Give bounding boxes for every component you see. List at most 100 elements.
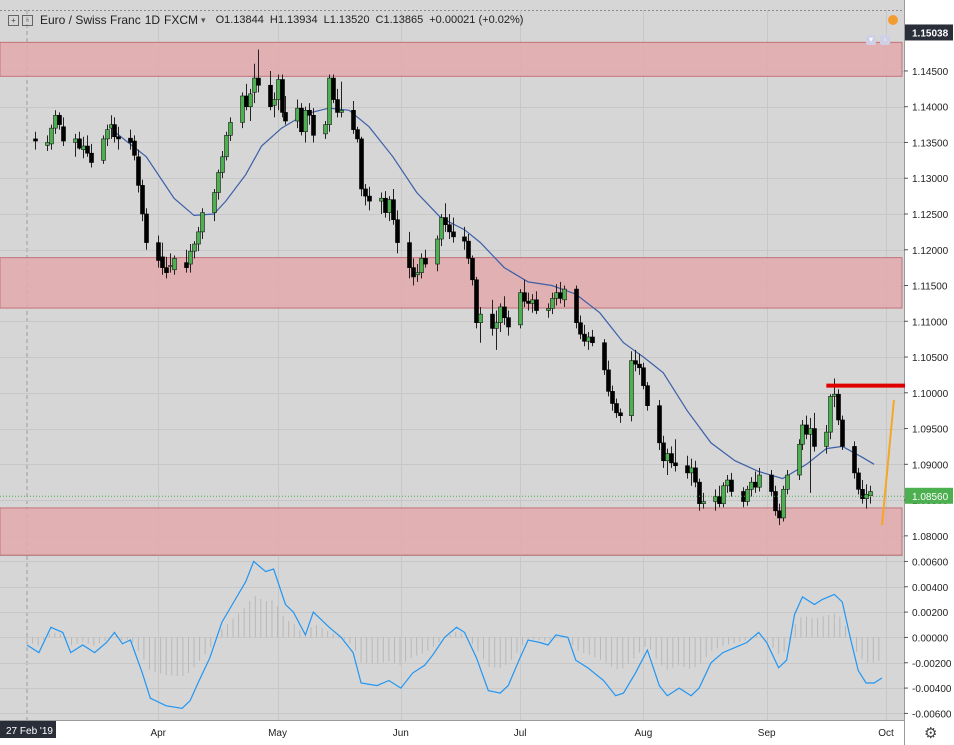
candle[interactable]: [614, 398, 619, 418]
candle[interactable]: [248, 88, 253, 122]
trend-line[interactable]: [881, 399, 895, 526]
candle[interactable]: [200, 208, 205, 240]
candle[interactable]: [164, 256, 169, 279]
candle[interactable]: [395, 210, 400, 254]
candle[interactable]: [192, 241, 197, 259]
candle[interactable]: [188, 244, 193, 273]
candle[interactable]: [661, 435, 666, 468]
candle[interactable]: [474, 276, 479, 329]
candle[interactable]: [144, 208, 149, 250]
gear-icon[interactable]: ⚙: [924, 725, 938, 742]
candle[interactable]: [331, 74, 336, 104]
candle[interactable]: [184, 249, 189, 273]
candle[interactable]: [224, 131, 229, 161]
layout-icon[interactable]: ▫: [22, 14, 33, 26]
candle[interactable]: [363, 183, 368, 206]
candle[interactable]: [435, 235, 440, 272]
price-zone[interactable]: [0, 507, 903, 556]
candle[interactable]: [240, 92, 245, 129]
candle[interactable]: [307, 103, 312, 125]
candle[interactable]: [824, 424, 829, 454]
candle[interactable]: [212, 188, 217, 222]
candle[interactable]: [303, 106, 308, 143]
candle[interactable]: [602, 339, 607, 375]
candle[interactable]: [85, 135, 90, 157]
candle[interactable]: [701, 492, 706, 509]
candle[interactable]: [443, 203, 448, 232]
expand-icon[interactable]: +: [8, 14, 19, 26]
candle[interactable]: [494, 310, 499, 350]
candle[interactable]: [447, 213, 452, 240]
candle[interactable]: [506, 310, 511, 336]
candle[interactable]: [101, 135, 106, 164]
candle[interactable]: [606, 360, 611, 397]
candle[interactable]: [439, 213, 444, 247]
candle[interactable]: [77, 131, 82, 150]
candle[interactable]: [335, 88, 340, 118]
candle[interactable]: [311, 108, 316, 143]
candle[interactable]: [462, 226, 467, 250]
candle[interactable]: [228, 117, 233, 142]
candle[interactable]: [160, 242, 165, 275]
candle[interactable]: [299, 103, 304, 136]
candle[interactable]: [128, 129, 133, 150]
candle[interactable]: [470, 255, 475, 286]
candle[interactable]: [562, 285, 567, 307]
candle[interactable]: [116, 126, 121, 150]
candle[interactable]: [132, 135, 137, 161]
candle[interactable]: [785, 470, 790, 495]
candle[interactable]: [256, 49, 261, 93]
candle[interactable]: [502, 296, 507, 325]
candle[interactable]: [797, 439, 802, 481]
candle[interactable]: [351, 100, 356, 134]
candle[interactable]: [280, 74, 285, 118]
candle[interactable]: [61, 117, 66, 147]
candle[interactable]: [590, 329, 595, 347]
candle[interactable]: [546, 303, 551, 318]
candle[interactable]: [367, 186, 372, 211]
candle[interactable]: [769, 470, 774, 497]
candle[interactable]: [852, 441, 857, 479]
chevron-down-icon[interactable]: ▾: [201, 14, 206, 25]
candle[interactable]: [415, 264, 420, 282]
candle[interactable]: [578, 315, 583, 340]
candle[interactable]: [534, 291, 539, 315]
candle[interactable]: [327, 74, 332, 132]
price-zone[interactable]: [0, 257, 903, 309]
candle[interactable]: [268, 70, 273, 111]
candle[interactable]: [216, 169, 221, 200]
candle[interactable]: [49, 124, 54, 150]
candle[interactable]: [637, 353, 642, 375]
moving-average-line[interactable]: [114, 107, 875, 480]
candle[interactable]: [156, 235, 161, 268]
oscillator-line[interactable]: [26, 560, 883, 709]
candle[interactable]: [840, 415, 845, 451]
candle[interactable]: [339, 81, 344, 118]
candle[interactable]: [419, 253, 424, 279]
candle[interactable]: [836, 389, 841, 425]
candle[interactable]: [272, 92, 277, 118]
candle[interactable]: [411, 258, 416, 286]
candle[interactable]: [323, 121, 328, 139]
candle[interactable]: [490, 299, 495, 336]
candle[interactable]: [33, 131, 38, 150]
candle[interactable]: [673, 439, 678, 472]
settings-icon[interactable]: ◦: [880, 35, 890, 45]
candle[interactable]: [196, 226, 201, 252]
candle[interactable]: [407, 231, 412, 279]
candle[interactable]: [518, 289, 523, 329]
candle[interactable]: [633, 349, 638, 372]
candle[interactable]: [757, 467, 762, 492]
candle[interactable]: [550, 292, 555, 315]
price-axis[interactable]: 1.14500 1.14000 1.13500 1.13000 1.12500 1.120…: [904, 0, 954, 745]
time-axis[interactable]: 27 Feb '19 Apr May Jun Jul Aug Sep Oct: [0, 721, 904, 745]
candle[interactable]: [860, 480, 865, 504]
candle[interactable]: [172, 255, 177, 275]
candle[interactable]: [57, 112, 62, 130]
candle[interactable]: [693, 460, 698, 488]
candle[interactable]: [669, 446, 674, 468]
candle[interactable]: [828, 394, 833, 440]
candle[interactable]: [781, 485, 786, 522]
